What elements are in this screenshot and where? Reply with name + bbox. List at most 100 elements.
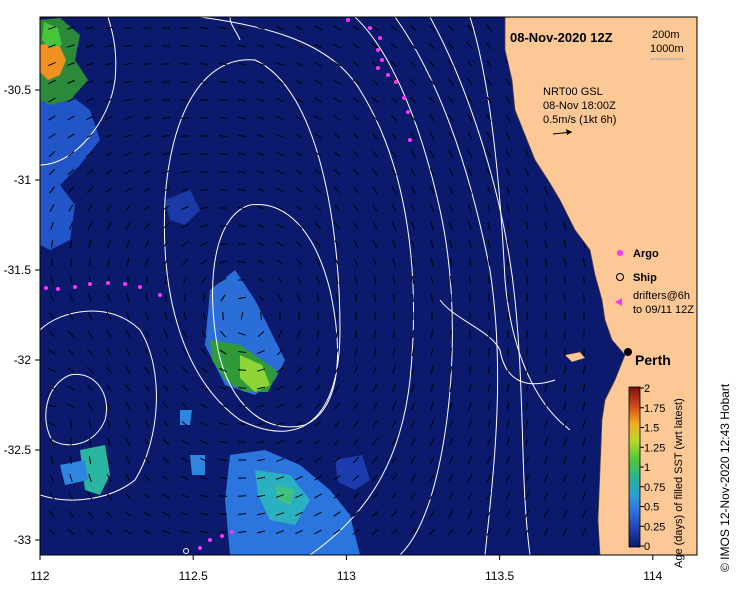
velocity-arrow [67, 349, 75, 355]
velocity-arrow [124, 134, 132, 138]
velocity-arrow [410, 168, 416, 176]
velocity-arrow [237, 261, 247, 263]
velocity-arrow [257, 349, 265, 355]
velocity-arrow [181, 402, 189, 410]
velocity-arrow [467, 150, 473, 158]
argo-tracks [44, 18, 412, 554]
velocity-arrow [48, 44, 56, 48]
velocity-arrow [104, 62, 114, 66]
velocity-arrow [429, 492, 435, 500]
velocity-arrow [49, 186, 55, 194]
colorbar-tick-label: 0 [644, 541, 650, 553]
velocity-arrow [257, 116, 265, 120]
velocity-arrow [371, 43, 379, 49]
velocity-arrow [181, 475, 189, 481]
velocity-arrow [106, 402, 112, 410]
velocity-arrow [467, 528, 473, 536]
velocity-arrow [467, 78, 473, 86]
velocity-arrow [506, 258, 510, 266]
velocity-arrow [467, 168, 473, 176]
velocity-arrow [544, 221, 548, 231]
velocity-arrow [372, 204, 378, 212]
velocity-arrow [333, 61, 341, 67]
velocity-arrow [410, 204, 416, 212]
velocity-arrow [238, 332, 246, 336]
velocity-arrow [142, 63, 152, 65]
velocity-arrow [276, 385, 284, 391]
colorbar-ticks: 0 0.25 0.5 0.75 1 1.25 1.5 1.75 2 [640, 383, 665, 553]
velocity-arrow [315, 384, 321, 392]
velocity-arrow [582, 383, 586, 393]
velocity-arrow [68, 510, 74, 518]
velocity-arrow [295, 457, 303, 463]
velocity-arrow [428, 60, 436, 68]
velocity-arrow [390, 510, 398, 518]
velocity-arrow [314, 97, 322, 103]
velocity-arrow [505, 150, 511, 158]
velocity-arrow [276, 458, 284, 462]
velocity-arrow [276, 151, 284, 157]
velocity-arrow [353, 222, 359, 230]
velocity-arrow [410, 456, 416, 464]
velocity-arrow [314, 169, 322, 175]
velocity-arrow [200, 206, 208, 210]
velocity-arrow [333, 511, 341, 517]
velocity-arrow [200, 458, 208, 462]
velocity-arrow [314, 421, 322, 427]
velocity-arrow [105, 98, 113, 102]
velocity-arrow [48, 133, 56, 139]
velocity-arrow [104, 44, 114, 48]
velocity-arrow [390, 43, 398, 49]
velocity-arrow [563, 240, 567, 248]
velocity-arrow [161, 117, 171, 119]
velocity-arrow [297, 330, 301, 338]
velocity-arrow [450, 293, 452, 303]
velocity-arrow [430, 276, 434, 284]
velocity-arrow [108, 257, 110, 267]
drifter-marker [615, 298, 622, 306]
velocity-arrow [69, 222, 73, 230]
velocity-arrow [582, 492, 586, 500]
velocity-arrow [390, 25, 398, 31]
velocity-arrow [200, 439, 208, 445]
velocity-arrow [237, 80, 247, 84]
velocity-arrow [581, 510, 587, 518]
velocity-arrow [106, 330, 112, 338]
velocity-arrow [431, 293, 433, 303]
velocity-arrow [69, 474, 73, 482]
velocity-arrow [48, 330, 56, 338]
velocity-arrow [353, 402, 359, 410]
velocity-arrow [449, 222, 453, 230]
velocity-arrow [257, 188, 265, 192]
velocity-arrow [143, 529, 151, 535]
sst-age-patches [40, 18, 370, 555]
velocity-arrow [163, 258, 169, 266]
velocity-arrow [67, 367, 75, 373]
velocity-arrow [526, 275, 528, 285]
velocity-arrow [107, 420, 111, 428]
velocity-arrow [487, 420, 491, 428]
velocity-arrow [352, 79, 360, 85]
colorbar [628, 386, 641, 548]
velocity-arrow [182, 258, 188, 266]
velocity-arrow [125, 348, 131, 356]
scale-arrowhead [566, 129, 572, 135]
velocity-arrow [544, 438, 548, 446]
velocity-arrow [49, 204, 55, 212]
velocity-arrow [161, 152, 171, 156]
velocity-arrow [371, 25, 379, 31]
velocity-arrow [86, 348, 94, 356]
velocity-arrow [352, 168, 360, 176]
velocity-arrow [105, 510, 113, 518]
velocity-arrow [449, 204, 453, 212]
velocity-arrow [88, 419, 92, 429]
velocity-arrow [295, 43, 303, 49]
velocity-arrow [468, 239, 472, 249]
velocity-arrow [563, 419, 567, 429]
velocity-arrow [582, 401, 586, 411]
velocity-time: 08-Nov 18:00Z [543, 100, 616, 112]
velocity-arrow [447, 42, 455, 50]
velocity-arrow [199, 45, 209, 47]
velocity-arrow [67, 529, 75, 535]
